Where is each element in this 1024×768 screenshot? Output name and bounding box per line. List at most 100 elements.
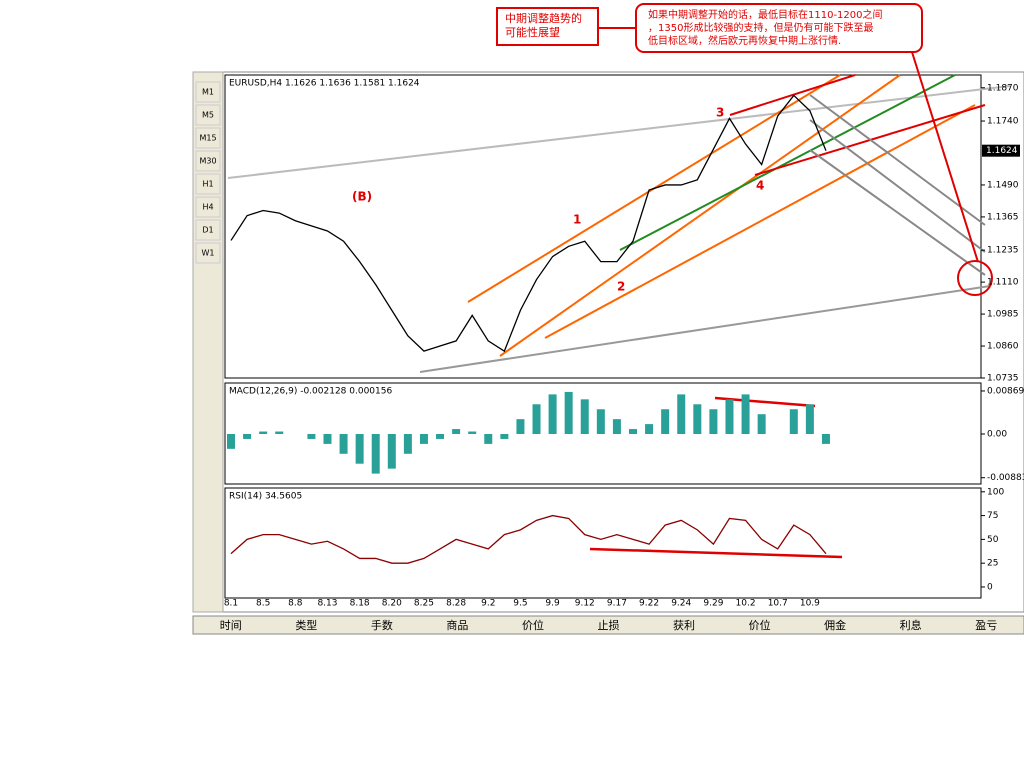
- histogram-bar: [275, 431, 284, 434]
- x-tick-label: 8.5: [256, 599, 270, 609]
- x-tick-label: 8.28: [446, 599, 466, 609]
- trend-lines: [227, 74, 1011, 559]
- y-tick-label: 1.1870: [987, 83, 1019, 93]
- histogram-bar: [307, 433, 316, 439]
- note-text: 可能性展望: [505, 25, 560, 39]
- histogram-bar: [419, 433, 428, 444]
- x-tick-label: 10.2: [736, 599, 756, 609]
- histogram-bar: [757, 414, 766, 434]
- note-text: 低目标区域，然后欧元再恢复中期上涨行情.: [648, 34, 841, 47]
- tab-bar: [192, 615, 1024, 635]
- histogram-bar: [821, 433, 830, 444]
- tab-label: 获利: [673, 619, 695, 632]
- y-tick-label: -0.00883: [987, 473, 1024, 483]
- timeframe-button[interactable]: [195, 81, 221, 103]
- price-panel: [224, 74, 982, 379]
- tab-label: 盈亏: [975, 619, 997, 632]
- annotation-boxes: [496, 3, 993, 296]
- y-tick-label: 25: [987, 559, 998, 569]
- panel-title: RSI(14) 34.5605: [229, 492, 302, 502]
- histogram-bar: [371, 433, 380, 474]
- timeframe-button[interactable]: [195, 127, 221, 149]
- histogram-bar: [709, 409, 718, 434]
- timeframe-label: W1: [202, 249, 215, 258]
- timeframe-button[interactable]: [195, 173, 221, 195]
- histogram-bar: [564, 391, 573, 434]
- histogram-bar: [629, 429, 637, 434]
- timeframe-label: H4: [202, 203, 213, 212]
- timeframe-button[interactable]: [195, 242, 221, 264]
- x-tick-label: 9.12: [575, 599, 595, 609]
- histogram-bar: [548, 394, 557, 434]
- timeframe-button[interactable]: [195, 150, 221, 172]
- wave-label: 3: [716, 106, 724, 120]
- y-tick-label: 1.1235: [987, 246, 1019, 256]
- y-tick-label: 50: [987, 535, 999, 545]
- histogram-bar: [387, 433, 396, 469]
- y-tick-label: 0.00869: [987, 386, 1024, 396]
- rsi-panel: [224, 487, 982, 599]
- x-tick-label: 9.17: [607, 599, 627, 609]
- wave-label: 1: [573, 213, 581, 227]
- price-line: [230, 514, 827, 564]
- histogram-bar: [805, 404, 814, 434]
- x-tick-label: 8.1: [224, 599, 238, 609]
- panel-title: EURUSD,H4 1.1626 1.1636 1.1581 1.1624: [229, 79, 420, 89]
- y-tick-label: 1.1110: [987, 278, 1019, 288]
- histogram-bar: [661, 409, 670, 434]
- x-tick-label: 9.29: [703, 599, 723, 609]
- wave-label: 2: [617, 280, 625, 294]
- y-tick-label: 1.0985: [987, 310, 1019, 320]
- histogram-bar: [741, 394, 750, 434]
- histogram-bar: [580, 399, 589, 434]
- y-tick-label: 1.0860: [987, 342, 1019, 352]
- histogram-bar: [436, 433, 445, 439]
- price-line: [230, 94, 827, 353]
- x-tick-label: 8.8: [288, 599, 303, 609]
- tab-label: 价位: [522, 618, 544, 632]
- tab-label: 商品: [446, 618, 468, 632]
- histogram-bar: [484, 433, 493, 444]
- wave-label: 4: [756, 179, 764, 193]
- timeframe-button[interactable]: [195, 219, 221, 241]
- histogram-bar: [355, 433, 364, 464]
- timeframe-label: D1: [202, 226, 213, 235]
- tab-label: 利息: [900, 618, 922, 632]
- timeframe-button[interactable]: [195, 196, 221, 218]
- histogram-bar: [227, 433, 235, 449]
- y-tick-label: 0.00: [987, 429, 1007, 439]
- histogram-bar: [323, 433, 332, 444]
- histogram-bar: [596, 409, 605, 434]
- tab-label: 价位: [749, 618, 771, 632]
- histogram-bar: [468, 431, 477, 434]
- timeframe-label: H1: [202, 180, 213, 189]
- histogram-bar: [645, 424, 654, 434]
- histogram-bar: [612, 419, 621, 434]
- timeframe-label: M1: [202, 88, 214, 97]
- note-text: ，1350形成比较强的支持，但是仍有可能下跌至最: [648, 21, 873, 34]
- timeframe-button[interactable]: [195, 104, 221, 126]
- y-tick-label: 75: [987, 511, 998, 521]
- y-tick-label: 1.1365: [987, 212, 1019, 222]
- tab-label: 佣金: [824, 618, 846, 632]
- histogram-bar: [789, 409, 798, 434]
- tab-label: 手数: [371, 618, 393, 632]
- x-tick-label: 8.18: [350, 599, 370, 609]
- tab-label: 时间: [220, 619, 242, 632]
- wave-label: (B): [352, 190, 372, 204]
- timeframe-label: M15: [199, 134, 216, 143]
- y-tick-label: 1.0735: [987, 374, 1019, 384]
- x-tick-label: 9.22: [639, 599, 659, 609]
- y-tick-label: 100: [987, 487, 1004, 497]
- current-price: 1.1624: [986, 146, 1018, 156]
- x-tick-label: 10.7: [768, 599, 788, 609]
- histogram-bar: [452, 429, 461, 434]
- x-tick-label: 9.9: [545, 599, 560, 609]
- note-text: 如果中期调整开始的话，最低目标在1110-1200之间: [648, 8, 883, 21]
- histogram-bar: [259, 431, 268, 434]
- tab-label: 类型: [295, 618, 317, 632]
- x-tick-label: 9.24: [671, 599, 691, 609]
- histogram-bar: [243, 433, 252, 439]
